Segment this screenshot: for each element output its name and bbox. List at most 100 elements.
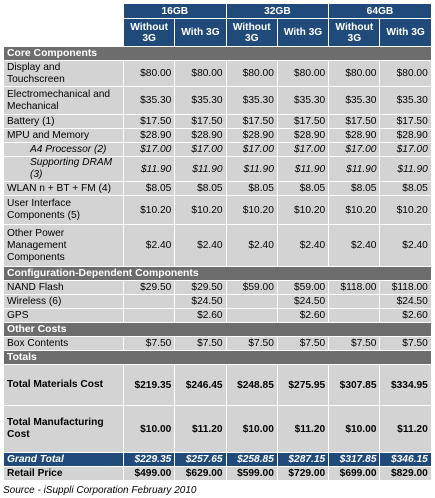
cell-value: $24.50 — [276, 294, 330, 309]
cell-value: $599.00 — [225, 466, 278, 481]
cell-value: $287.15 — [276, 452, 330, 467]
cell-value: $7.50 — [225, 336, 278, 351]
row-label: GPS — [3, 308, 124, 323]
header-blank — [3, 18, 124, 47]
cell-value: $10.00 — [225, 405, 278, 453]
header-blank — [3, 3, 124, 19]
row-label: User Interface Components (5) — [3, 195, 124, 225]
cell-value: $11.90 — [225, 156, 278, 182]
cell-value: $2.60 — [276, 308, 330, 323]
variant-header: Without 3G — [328, 18, 381, 47]
cell-value: $2.60 — [174, 308, 227, 323]
cell-value: $8.05 — [379, 181, 432, 196]
cell-value: $2.40 — [276, 224, 330, 267]
table-row: A4 Processor (2) $17.00 $17.00 $17.00 $1… — [3, 142, 432, 157]
cell-value: $10.00 — [122, 405, 176, 453]
cell-value: $2.40 — [379, 224, 432, 267]
table-row: Total Materials Cost $219.35 $246.45 $24… — [3, 364, 432, 406]
section-title: Totals — [3, 350, 432, 365]
cell-value: $257.65 — [174, 452, 227, 467]
cell-value: $8.05 — [122, 181, 176, 196]
cell-value: $35.30 — [225, 86, 278, 115]
cell-value: $699.00 — [328, 466, 381, 481]
cell-value: $29.50 — [122, 280, 176, 295]
variant-header-row: Without 3G With 3G Without 3G With 3G Wi… — [3, 18, 432, 47]
cell-value: $346.15 — [379, 452, 432, 467]
cell-value: $7.50 — [174, 336, 227, 351]
cell-value: $24.50 — [379, 294, 432, 309]
cell-value: $307.85 — [328, 364, 381, 406]
cell-value: $17.50 — [225, 114, 278, 129]
cell-value: $35.30 — [122, 86, 176, 115]
storage-header-row: 16GB 32GB 64GB — [3, 3, 432, 19]
cell-value: $2.40 — [174, 224, 227, 267]
table-row: NAND Flash $29.50 $29.50 $59.00 $59.00 $… — [3, 280, 432, 295]
row-label: WLAN n + BT + FM (4) — [3, 181, 124, 196]
grand-total-row: Grand Total $229.35 $257.65 $258.85 $287… — [3, 452, 432, 467]
cell-value: $17.00 — [379, 142, 432, 157]
cell-value: $11.20 — [379, 405, 432, 453]
cell-value: $246.45 — [174, 364, 227, 406]
cell-value: $258.85 — [225, 452, 278, 467]
section-title: Configuration-Dependent Components — [3, 266, 432, 281]
cell-value — [328, 294, 381, 309]
cell-value: $28.90 — [276, 128, 330, 143]
cell-value: $17.50 — [174, 114, 227, 129]
cell-value: $80.00 — [122, 60, 176, 87]
cell-value: $17.00 — [122, 142, 176, 157]
cell-value: $17.50 — [122, 114, 176, 129]
cell-value: $17.50 — [379, 114, 432, 129]
cell-value: $11.90 — [328, 156, 381, 182]
cell-value: $80.00 — [174, 60, 227, 87]
cell-value: $7.50 — [328, 336, 381, 351]
storage-header-32gb: 32GB — [225, 3, 330, 19]
row-label: Display and Touchscreen — [3, 60, 124, 87]
cell-value: $11.90 — [276, 156, 330, 182]
storage-header-64gb: 64GB — [328, 3, 432, 19]
cell-value: $35.30 — [379, 86, 432, 115]
cell-value: $24.50 — [174, 294, 227, 309]
cell-value: $80.00 — [379, 60, 432, 87]
row-label: Other Power Management Components — [3, 224, 124, 267]
cell-value: $629.00 — [174, 466, 227, 481]
row-label: A4 Processor (2) — [3, 142, 124, 157]
cell-value: $8.05 — [276, 181, 330, 196]
cell-value: $17.00 — [276, 142, 330, 157]
table-row: Battery (1) $17.50 $17.50 $17.50 $17.50 … — [3, 114, 432, 129]
cell-value: $80.00 — [225, 60, 278, 87]
cell-value — [122, 294, 176, 309]
variant-header: With 3G — [379, 18, 432, 47]
cell-value: $7.50 — [276, 336, 330, 351]
row-label: Battery (1) — [3, 114, 124, 129]
cell-value: $11.90 — [122, 156, 176, 182]
cell-value: $11.20 — [276, 405, 330, 453]
section-header-config: Configuration-Dependent Components — [3, 266, 432, 281]
cell-value: $118.00 — [328, 280, 381, 295]
cell-value: $17.00 — [328, 142, 381, 157]
cell-value: $11.90 — [379, 156, 432, 182]
cell-value: $10.20 — [225, 195, 278, 225]
cell-value: $729.00 — [276, 466, 330, 481]
cell-value: $28.90 — [122, 128, 176, 143]
cell-value — [225, 294, 278, 309]
row-label: Box Contents — [3, 336, 124, 351]
cell-value: $17.50 — [276, 114, 330, 129]
bom-table: 16GB 32GB 64GB Without 3G With 3G Withou… — [3, 3, 432, 481]
cell-value: $11.90 — [174, 156, 227, 182]
cell-value: $17.50 — [328, 114, 381, 129]
retail-price-row: Retail Price $499.00 $629.00 $599.00 $72… — [3, 466, 432, 481]
cell-value: $80.00 — [276, 60, 330, 87]
cell-value: $10.20 — [174, 195, 227, 225]
section-header-core: Core Components — [3, 46, 432, 61]
cell-value: $35.30 — [328, 86, 381, 115]
cell-value: $2.40 — [328, 224, 381, 267]
cell-value: $10.20 — [276, 195, 330, 225]
cell-value: $28.90 — [225, 128, 278, 143]
variant-header: Without 3G — [122, 18, 176, 47]
cell-value: $10.20 — [328, 195, 381, 225]
cell-value: $829.00 — [379, 466, 432, 481]
cell-value: $8.05 — [328, 181, 381, 196]
cell-value: $59.00 — [225, 280, 278, 295]
variant-header: With 3G — [174, 18, 227, 47]
